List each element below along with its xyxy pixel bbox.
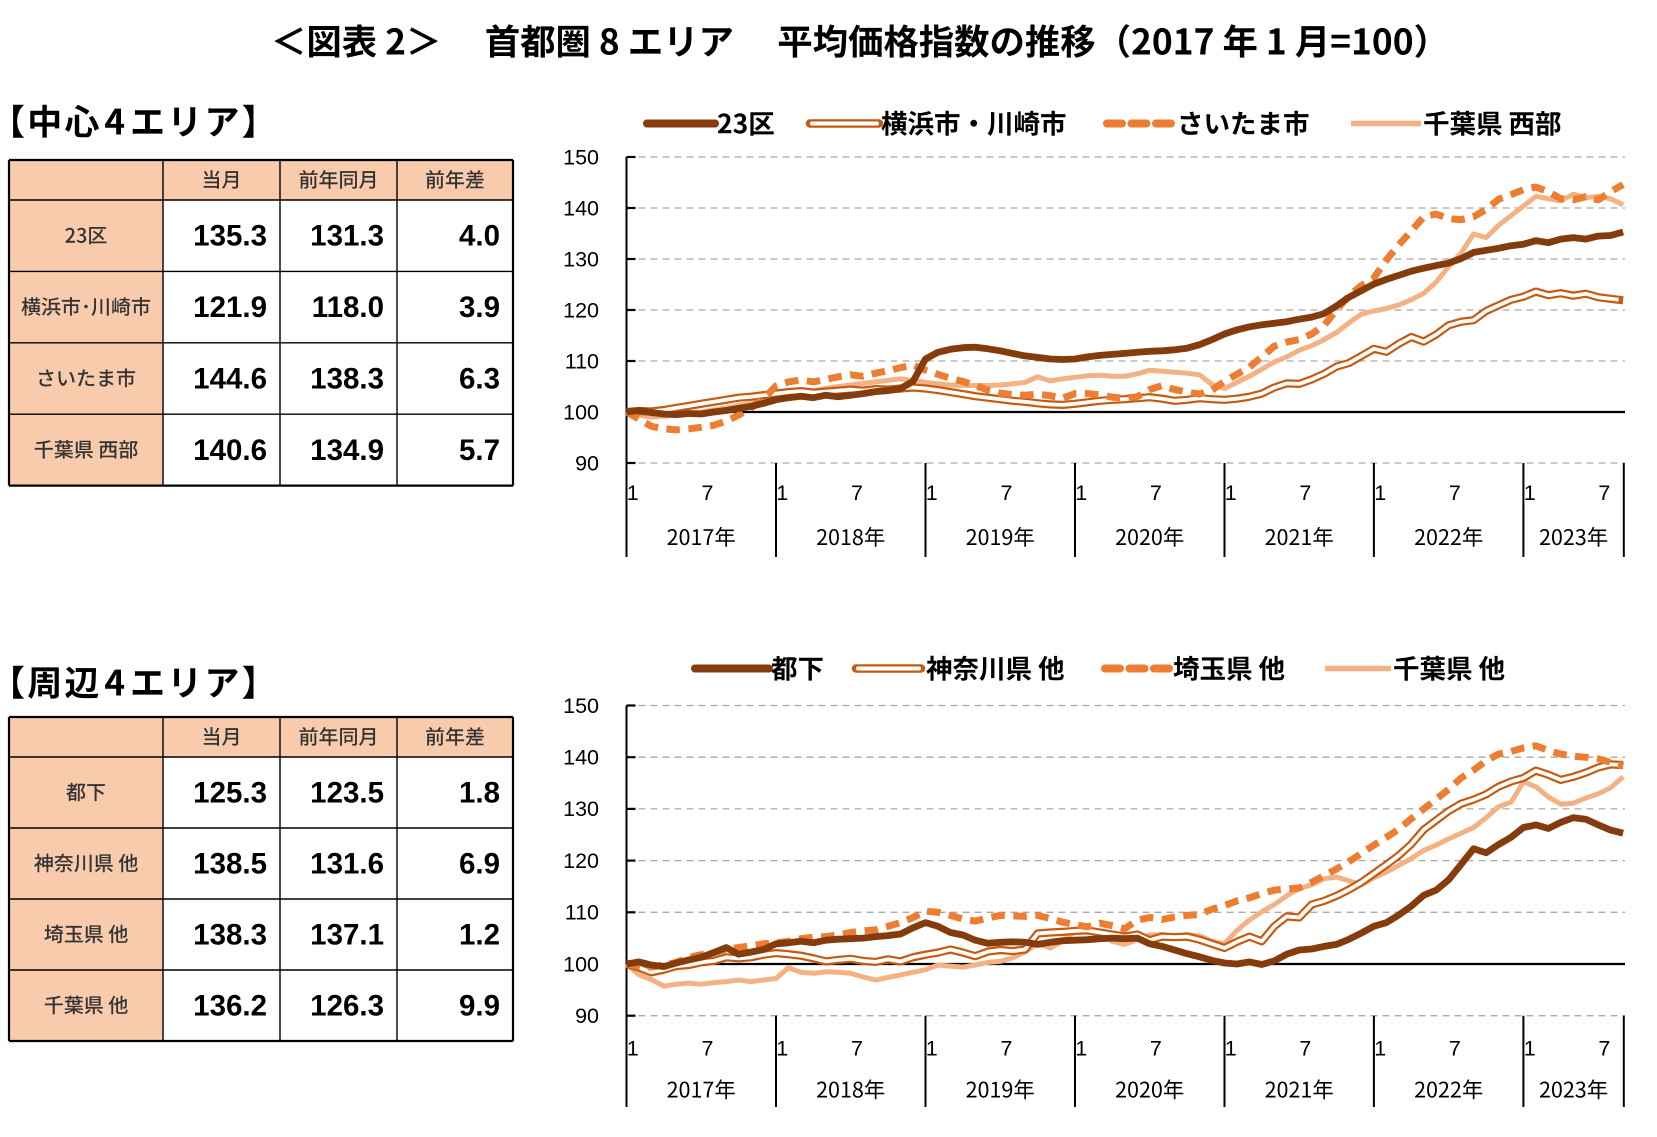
svg-text:140: 140 [563,746,599,770]
svg-text:121.9: 121.9 [193,291,267,324]
svg-text:120: 120 [563,298,599,322]
svg-text:1: 1 [926,1037,938,1061]
svg-text:3.9: 3.9 [459,291,500,324]
svg-text:120: 120 [563,849,599,873]
svg-text:135.3: 135.3 [193,220,267,253]
svg-text:7: 7 [1150,481,1162,505]
svg-text:1: 1 [1374,1037,1386,1061]
svg-text:7: 7 [1598,481,1610,505]
svg-text:7: 7 [1150,1037,1162,1061]
svg-text:138.5: 138.5 [193,848,267,881]
svg-text:6.9: 6.9 [459,848,500,881]
svg-text:7: 7 [1001,481,1013,505]
svg-text:144.6: 144.6 [193,363,267,396]
svg-text:100: 100 [563,400,599,424]
svg-text:1: 1 [776,481,788,505]
svg-text:1.8: 1.8 [459,777,500,810]
svg-text:7: 7 [702,1037,714,1061]
svg-text:140.6: 140.6 [193,434,267,467]
svg-text:90: 90 [575,451,599,475]
svg-text:136.2: 136.2 [193,990,267,1023]
svg-text:1: 1 [776,1037,788,1061]
svg-text:90: 90 [575,1004,599,1028]
svg-text:131.6: 131.6 [310,848,384,881]
svg-text:110: 110 [565,901,599,925]
svg-text:7: 7 [851,1037,863,1061]
svg-text:118.0: 118.0 [312,291,384,324]
svg-text:1: 1 [627,1037,639,1061]
svg-text:7: 7 [1449,1037,1461,1061]
svg-text:7: 7 [1598,1037,1610,1061]
svg-text:138.3: 138.3 [193,919,267,952]
svg-text:4.0: 4.0 [459,220,500,253]
svg-text:150: 150 [563,694,599,718]
svg-text:1: 1 [926,481,938,505]
svg-text:125.3: 125.3 [193,777,267,810]
svg-text:134.9: 134.9 [310,434,384,467]
svg-text:123.5: 123.5 [310,777,384,810]
svg-text:1: 1 [1225,1037,1237,1061]
svg-text:1.2: 1.2 [459,919,500,952]
svg-text:1: 1 [1225,481,1237,505]
svg-text:7: 7 [1299,1037,1311,1061]
svg-text:7: 7 [851,481,863,505]
svg-text:1: 1 [1374,481,1386,505]
svg-text:140: 140 [563,196,599,220]
svg-text:1: 1 [1524,1037,1536,1061]
svg-text:5.7: 5.7 [459,434,500,467]
svg-text:100: 100 [563,952,599,976]
svg-text:138.3: 138.3 [310,363,384,396]
svg-text:150: 150 [563,145,599,169]
svg-text:7: 7 [1449,481,1461,505]
svg-text:130: 130 [563,797,599,821]
svg-text:1: 1 [1075,1037,1087,1061]
svg-text:126.3: 126.3 [310,990,384,1023]
svg-text:1: 1 [1524,481,1536,505]
svg-text:131.3: 131.3 [310,220,384,253]
svg-text:7: 7 [702,481,714,505]
svg-text:1: 1 [627,481,639,505]
svg-text:110: 110 [565,349,599,373]
svg-text:1: 1 [1075,481,1087,505]
svg-text:137.1: 137.1 [310,919,384,952]
svg-text:7: 7 [1001,1037,1013,1061]
svg-text:9.9: 9.9 [459,990,500,1023]
svg-text:6.3: 6.3 [459,363,500,396]
svg-text:130: 130 [563,247,599,271]
svg-text:7: 7 [1299,481,1311,505]
